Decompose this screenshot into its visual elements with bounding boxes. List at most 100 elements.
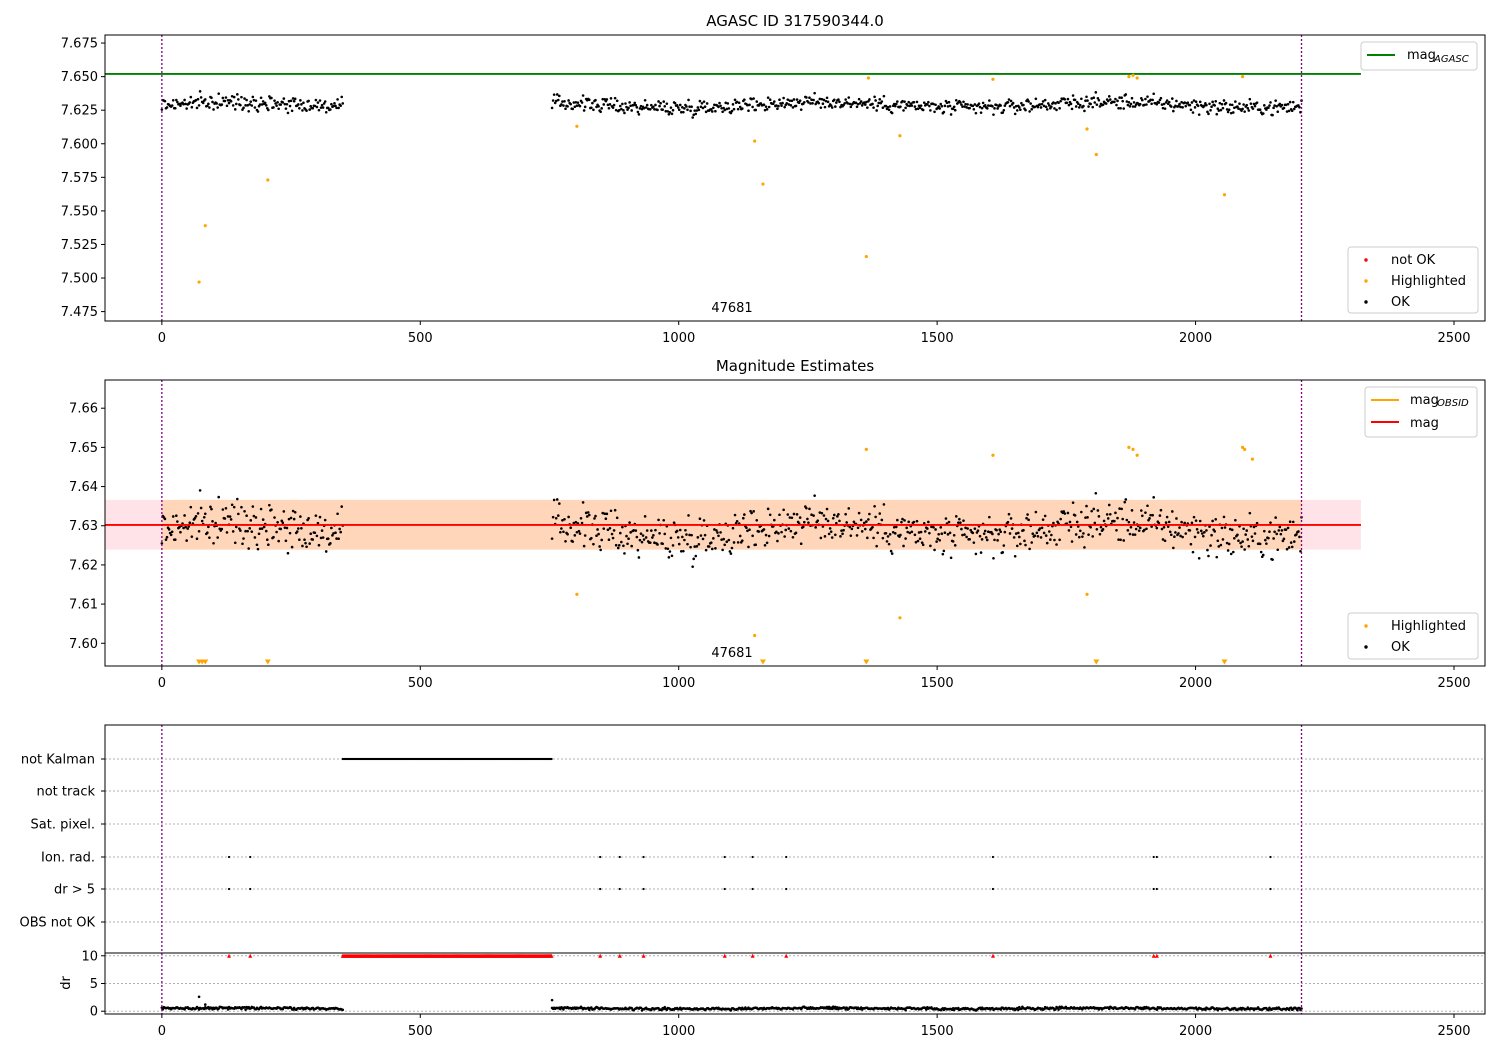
ok-point [1217, 109, 1221, 112]
ok-point [972, 541, 976, 544]
ok-point [606, 103, 610, 107]
ok-point [1024, 543, 1027, 547]
ok-point [964, 102, 967, 106]
ok-point [787, 103, 791, 106]
ok-point [337, 537, 340, 541]
ok-point [1228, 103, 1232, 106]
ok-point [324, 550, 328, 553]
ok-point [968, 537, 971, 541]
ok-point [798, 99, 802, 102]
ok-point [194, 514, 198, 518]
ok-point [1269, 521, 1272, 524]
ok-point [839, 535, 842, 538]
ok-point [1039, 536, 1043, 539]
ok-point [874, 99, 877, 102]
ok-point [182, 526, 185, 530]
ok-point [798, 516, 802, 519]
ok-point [907, 520, 911, 524]
ok-point [691, 116, 694, 119]
x-tick-label: 0 [158, 331, 166, 346]
ok-point [1087, 533, 1090, 536]
ok-point [685, 533, 688, 536]
ok-point [550, 106, 554, 110]
ok-point [1071, 501, 1075, 504]
ok-point [338, 527, 341, 531]
ok-point [258, 527, 262, 531]
ok-point [825, 507, 829, 511]
ok-point [1079, 103, 1082, 107]
ok-point [919, 104, 923, 107]
ok-point [705, 102, 709, 105]
ok-point [694, 112, 698, 116]
ok-point [720, 538, 723, 541]
ok-point [845, 521, 848, 524]
ok-point [1125, 518, 1129, 522]
ok-point [686, 542, 689, 546]
highlighted-point [1131, 73, 1135, 77]
ok-point [1268, 530, 1271, 534]
ok-point [675, 103, 679, 107]
ok-point [1285, 547, 1289, 551]
ok-point [1054, 1008, 1057, 1011]
ok-point [949, 556, 953, 560]
ok-point [887, 542, 891, 546]
ok-point [637, 556, 641, 559]
ok-point [1258, 108, 1262, 111]
ok-point [561, 100, 564, 103]
ok-point [1223, 526, 1227, 529]
ok-point [277, 107, 280, 111]
ok-point [561, 518, 564, 522]
ok-point [1035, 531, 1039, 535]
ok-point [1083, 109, 1086, 113]
ok-point [1036, 534, 1040, 538]
ok-point [206, 531, 209, 535]
ok-point [656, 108, 659, 112]
ok-point [1229, 111, 1233, 115]
ok-point [234, 525, 238, 529]
x-tick-label: 2500 [1437, 1024, 1470, 1039]
ok-point [1148, 517, 1151, 520]
ok-point [1152, 92, 1155, 96]
ok-point [189, 505, 193, 509]
ok-point [643, 98, 647, 102]
ok-point [1050, 105, 1053, 108]
ok-point [551, 515, 555, 519]
ok-point [299, 515, 302, 518]
ok-point [1040, 102, 1044, 106]
ok-point [1186, 101, 1190, 105]
ok-point [591, 101, 594, 105]
ok-point [571, 107, 575, 111]
ok-point [285, 526, 289, 530]
ok-point [958, 517, 961, 521]
ok-point [718, 101, 721, 105]
ok-point [1006, 520, 1010, 524]
ok-point [1105, 513, 1109, 516]
ok-point [173, 106, 177, 110]
ok-point [862, 521, 866, 525]
ok-point [711, 110, 714, 113]
highlighted-point [575, 592, 579, 596]
ok-point [240, 95, 243, 99]
ok-point [190, 105, 194, 109]
highlighted-point [864, 254, 868, 259]
ok-point [1054, 102, 1057, 105]
ok-point [1038, 103, 1042, 106]
ok-point [580, 521, 584, 525]
ok-point [629, 104, 632, 108]
ok-point [590, 1006, 593, 1009]
flag-point [1152, 887, 1155, 891]
ok-point [803, 100, 806, 104]
ok-point [826, 519, 830, 523]
ok-point [619, 531, 622, 535]
ok-point [1086, 516, 1089, 519]
ok-point [1158, 514, 1162, 517]
ok-point [914, 107, 918, 111]
ok-point [839, 105, 842, 109]
ok-point [1130, 96, 1134, 100]
ok-point [1115, 528, 1118, 532]
ok-point [813, 91, 816, 95]
ok-point [1059, 517, 1062, 521]
ok-point [1222, 515, 1226, 519]
ok-point [234, 102, 238, 106]
legend-mag-obsid-sub: OBSID [1437, 398, 1469, 409]
